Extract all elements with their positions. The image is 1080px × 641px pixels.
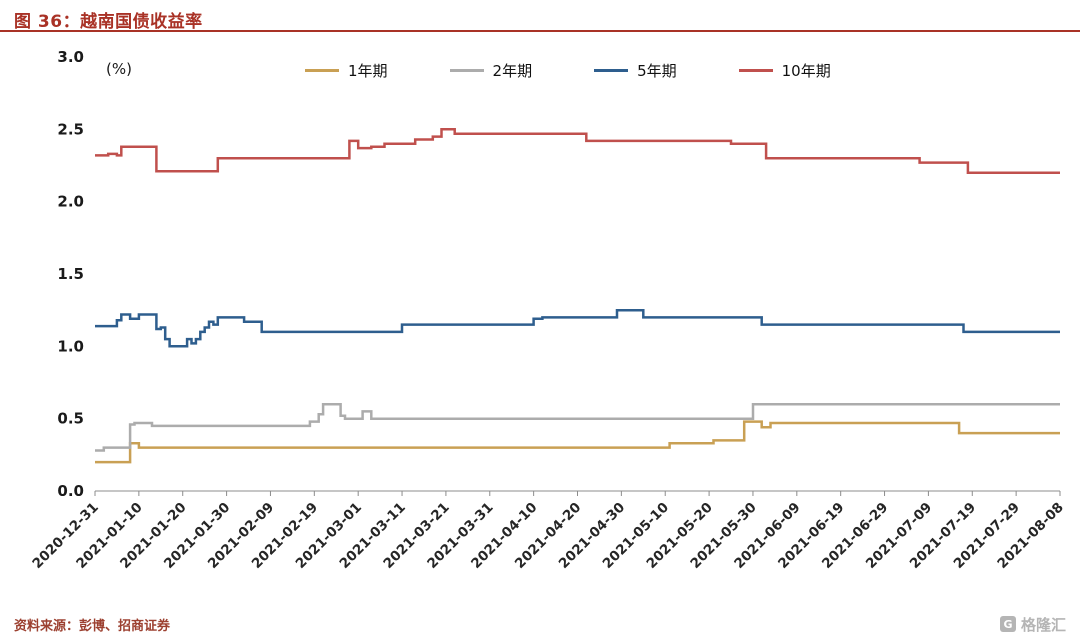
gelonghui-logo: G 格隆汇 bbox=[999, 614, 1066, 635]
y-tick-label: 1.0 bbox=[57, 337, 84, 355]
series-line-1年期 bbox=[95, 420, 1060, 464]
legend-item-2y: 2年期 bbox=[449, 60, 533, 81]
legend-line-2y-icon bbox=[449, 69, 484, 72]
legend-label-10y: 10年期 bbox=[781, 62, 831, 80]
source-note: 资料来源：彭博、招商证券 bbox=[14, 618, 171, 634]
series-line-10年期 bbox=[95, 128, 1060, 174]
legend-line-1y-icon bbox=[305, 69, 339, 72]
y-tick-label: 0.5 bbox=[57, 410, 84, 428]
legend-item-10y: 10年期 bbox=[738, 60, 831, 81]
y-tick-label: 1.5 bbox=[57, 265, 84, 283]
legend-line-10y-icon bbox=[738, 69, 773, 72]
legend-line-5y-icon bbox=[594, 69, 629, 72]
legend-item-1y: 1年期 bbox=[305, 60, 388, 81]
y-axis-unit-label: (%) bbox=[106, 60, 132, 78]
gelonghui-logo-text: 格隆汇 bbox=[1020, 615, 1066, 634]
figure-header: 图 36：越南国债收益率 bbox=[0, 0, 1080, 32]
y-tick-label: 0.0 bbox=[57, 482, 84, 500]
y-tick-label: 2.0 bbox=[57, 193, 84, 211]
line-chart: 0.00.51.01.52.02.53.0(%)2020-12-312021-0… bbox=[29, 48, 1066, 572]
legend-label-5y: 5年期 bbox=[637, 62, 677, 80]
series-line-5年期 bbox=[95, 308, 1060, 348]
legend-label-1y: 1年期 bbox=[348, 62, 388, 80]
series-line-2年期 bbox=[95, 402, 1060, 452]
chart-area: 0.0 0.5 1.0 1.5 2.0 2.5 3.0 (%) 2020-12-31 2021-0… bbox=[0, 34, 1080, 614]
y-tick-label: 3.0 bbox=[57, 48, 84, 66]
chart-title: 图 36：越南国债收益率 bbox=[14, 12, 203, 32]
chart-legend: 1年期 2年期 5年期 10年期 bbox=[305, 60, 831, 81]
figure-footer: 资料来源：彭博、招商证券 G 格隆汇 bbox=[0, 612, 1080, 636]
legend-label-2y: 2年期 bbox=[492, 62, 533, 80]
y-tick-label: 2.5 bbox=[57, 120, 84, 138]
legend-item-5y: 5年期 bbox=[594, 60, 677, 81]
gelonghui-square-icon: G bbox=[999, 616, 1016, 632]
